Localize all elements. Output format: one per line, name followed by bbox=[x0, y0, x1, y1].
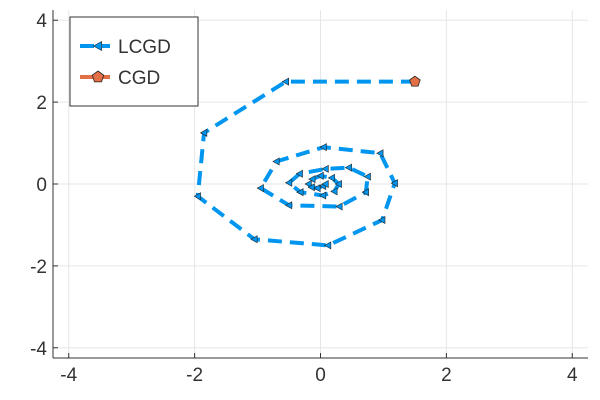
data-point-lcgd bbox=[256, 184, 264, 193]
data-point-lcgd bbox=[281, 77, 289, 86]
data-point-lcgd bbox=[296, 188, 304, 197]
x-tick-label: 4 bbox=[567, 365, 578, 386]
data-point-lcgd bbox=[295, 169, 303, 178]
data-point-lcgd bbox=[284, 178, 293, 187]
y-tick-label: -4 bbox=[30, 339, 47, 360]
y-tick-label: -2 bbox=[30, 257, 47, 278]
y-tick-label: 0 bbox=[36, 175, 47, 196]
data-point-lcgd bbox=[378, 216, 386, 225]
data-point-lcgd bbox=[308, 175, 316, 184]
data-point-lcgd bbox=[334, 179, 342, 189]
data-point-lcgd bbox=[321, 179, 329, 189]
x-tick-label: 0 bbox=[315, 365, 326, 386]
data-point-lcgd bbox=[335, 202, 343, 211]
x-tick-label: -4 bbox=[60, 365, 77, 386]
data-point-lcgd bbox=[316, 171, 324, 180]
data-point-lcgd bbox=[193, 192, 201, 201]
data-point-cgd bbox=[409, 75, 421, 87]
y-tick-label: 4 bbox=[36, 11, 47, 32]
data-point-lcgd bbox=[313, 184, 321, 193]
data-point-lcgd bbox=[363, 172, 371, 181]
legend-box bbox=[69, 16, 199, 107]
data-point-lcgd bbox=[327, 173, 335, 182]
data-point-lcgd bbox=[390, 179, 398, 188]
data-point-lcgd bbox=[376, 149, 384, 158]
data-point-lcgd bbox=[304, 179, 312, 189]
data-point-lcgd bbox=[199, 128, 208, 137]
legend-label-cgd: CGD bbox=[118, 68, 160, 89]
x-tick-label: 2 bbox=[441, 365, 452, 386]
tick-labels: -4 -2 0 2 4 -4 -2 0 2 4 bbox=[30, 11, 578, 386]
legend-marker-cgd bbox=[91, 70, 105, 83]
data-point-lcgd bbox=[284, 201, 293, 210]
y-tick-label: 2 bbox=[36, 93, 47, 114]
data-point-lcgd bbox=[250, 235, 258, 244]
axes bbox=[52, 10, 588, 359]
data-point-lcgd bbox=[319, 143, 327, 152]
data-point-lcgd bbox=[323, 241, 332, 250]
x-tick-label: -2 bbox=[186, 365, 203, 386]
data-point-lcgd bbox=[361, 188, 369, 197]
legend-marker-lcgd bbox=[92, 40, 102, 52]
legend-label-lcgd: LCGD bbox=[118, 37, 171, 58]
data-point-lcgd bbox=[321, 164, 329, 173]
data-point-lcgd bbox=[307, 183, 315, 192]
data-point-lcgd bbox=[344, 163, 352, 172]
series-layer bbox=[193, 75, 421, 250]
legend: LCGD CGD bbox=[69, 16, 199, 107]
data-point-lcgd bbox=[272, 157, 280, 166]
data-point-lcgd bbox=[330, 187, 338, 196]
data-point-lcgd bbox=[318, 191, 327, 200]
